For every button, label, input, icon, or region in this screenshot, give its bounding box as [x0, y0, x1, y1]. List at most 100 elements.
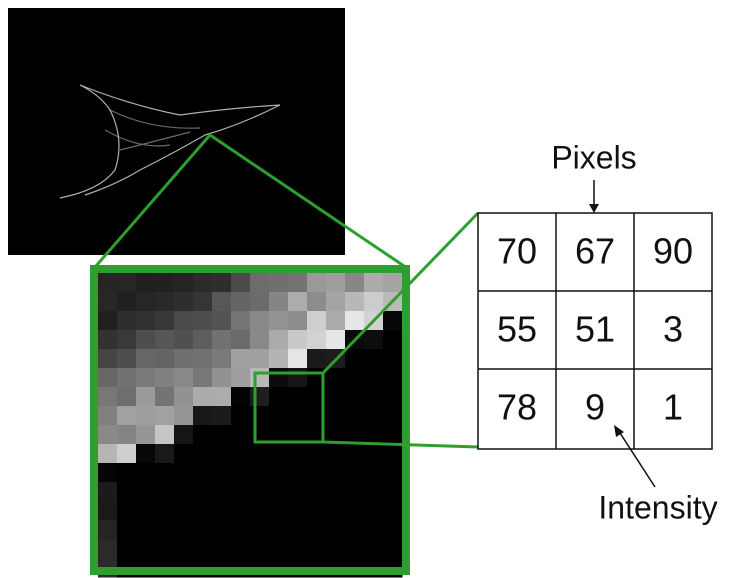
pixels-arrow: [589, 180, 599, 213]
zoom-pixel: [288, 292, 308, 312]
zoom-pixel: [383, 539, 403, 559]
zoom-pixel: [364, 330, 384, 350]
zoom-pixel: [98, 330, 118, 350]
zoom-pixel: [383, 387, 403, 407]
zoom-pixel: [193, 444, 213, 464]
zoom-pixel: [345, 311, 365, 331]
zoom-pixel: [98, 292, 118, 312]
zoom-pixel: [193, 425, 213, 445]
zoom-pixel: [307, 539, 327, 559]
zoom-pixel: [231, 292, 251, 312]
zoom-pixel: [250, 368, 270, 388]
zoom-pixel: [231, 539, 251, 559]
zoom-pixel: [212, 406, 232, 426]
zoom-pixel: [155, 406, 175, 426]
zoom-pixel: [269, 349, 289, 369]
zoom-pixel: [231, 444, 251, 464]
zoom-pixel: [212, 520, 232, 540]
zoom-pixel: [345, 368, 365, 388]
zoom-pixel: [326, 482, 346, 502]
zoom-pixel: [193, 406, 213, 426]
zoom-pixel: [307, 273, 327, 293]
zoom-pixel: [155, 425, 175, 445]
zoom-pixel: [307, 501, 327, 521]
zoom-pixel: [136, 368, 156, 388]
zoom-pixel: [250, 520, 270, 540]
zoom-pixel: [383, 425, 403, 445]
zoom-pixel: [288, 444, 308, 464]
zoom-pixel: [212, 330, 232, 350]
zoom-pixel: [231, 482, 251, 502]
zoom-pixel: [288, 273, 308, 293]
zoom-pixel: [364, 520, 384, 540]
zoom-pixel: [250, 539, 270, 559]
zoom-pixel: [231, 349, 251, 369]
zoom-pixel: [364, 444, 384, 464]
zoom-pixel: [193, 539, 213, 559]
zoom-pixel: [212, 425, 232, 445]
zoom-pixel: [174, 501, 194, 521]
zoom-pixel: [231, 387, 251, 407]
zoom-pixels: [98, 273, 403, 578]
zoom-pixel: [250, 311, 270, 331]
zoom-pixel: [383, 463, 403, 483]
zoom-pixel: [193, 463, 213, 483]
zoom-pixel: [250, 349, 270, 369]
zoom-pixel: [345, 349, 365, 369]
zoom-pixel: [117, 349, 137, 369]
page: 706790555137891 Pixels Intensity (() => …: [0, 0, 732, 578]
zoom-pixel: [231, 406, 251, 426]
zoom-pixel: [231, 330, 251, 350]
zoom-pixel: [155, 311, 175, 331]
zoom-pixel: [383, 368, 403, 388]
zoom-pixel: [136, 406, 156, 426]
zoom-pixel: [231, 425, 251, 445]
zoom-pixel: [364, 387, 384, 407]
zoom-pixel: [136, 349, 156, 369]
zoom-pixel: [307, 292, 327, 312]
zoom-pixel: [345, 406, 365, 426]
zoom-pixel: [269, 273, 289, 293]
cell-value: 55: [497, 309, 537, 350]
zoom-pixel: [117, 330, 137, 350]
zoom-pixel: [155, 273, 175, 293]
zoom-pixel: [307, 482, 327, 502]
zoom-pixel: [345, 444, 365, 464]
zoom-pixel: [383, 406, 403, 426]
cell-value: 51: [575, 309, 615, 350]
zoom-pixel: [383, 444, 403, 464]
zoom-pixel: [212, 539, 232, 559]
zoom-pixel: [326, 273, 346, 293]
zoom-pixel: [155, 501, 175, 521]
zoom-pixel: [117, 539, 137, 559]
zoom-pixel: [326, 444, 346, 464]
zoom-pixel: [174, 520, 194, 540]
zoom-pixel: [193, 368, 213, 388]
zoom-pixel: [117, 311, 137, 331]
zoom-pixel: [174, 406, 194, 426]
zoom-pixel: [193, 311, 213, 331]
zoom-pixel: [250, 463, 270, 483]
zoom-pixel: [288, 539, 308, 559]
zoom-pixel: [231, 520, 251, 540]
zoom-pixel: [98, 482, 118, 502]
pixels-label: Pixels: [551, 139, 636, 175]
zoom-pixel: [345, 482, 365, 502]
zoom-pixel: [193, 273, 213, 293]
zoom-pixel: [231, 311, 251, 331]
zoom-pixel: [174, 444, 194, 464]
zoom-pixel: [136, 273, 156, 293]
zoom-pixel: [307, 311, 327, 331]
zoom-pixel: [212, 273, 232, 293]
zoom-pixel: [326, 520, 346, 540]
zoom-pixel: [174, 368, 194, 388]
zoom-pixel: [136, 482, 156, 502]
zoom-pixel: [307, 444, 327, 464]
zoom-pixel: [383, 520, 403, 540]
zoom-pixel: [155, 520, 175, 540]
zoom-pixel: [136, 330, 156, 350]
zoom-pixel: [117, 292, 137, 312]
zoom-pixel: [98, 387, 118, 407]
zoom-pixel: [155, 482, 175, 502]
